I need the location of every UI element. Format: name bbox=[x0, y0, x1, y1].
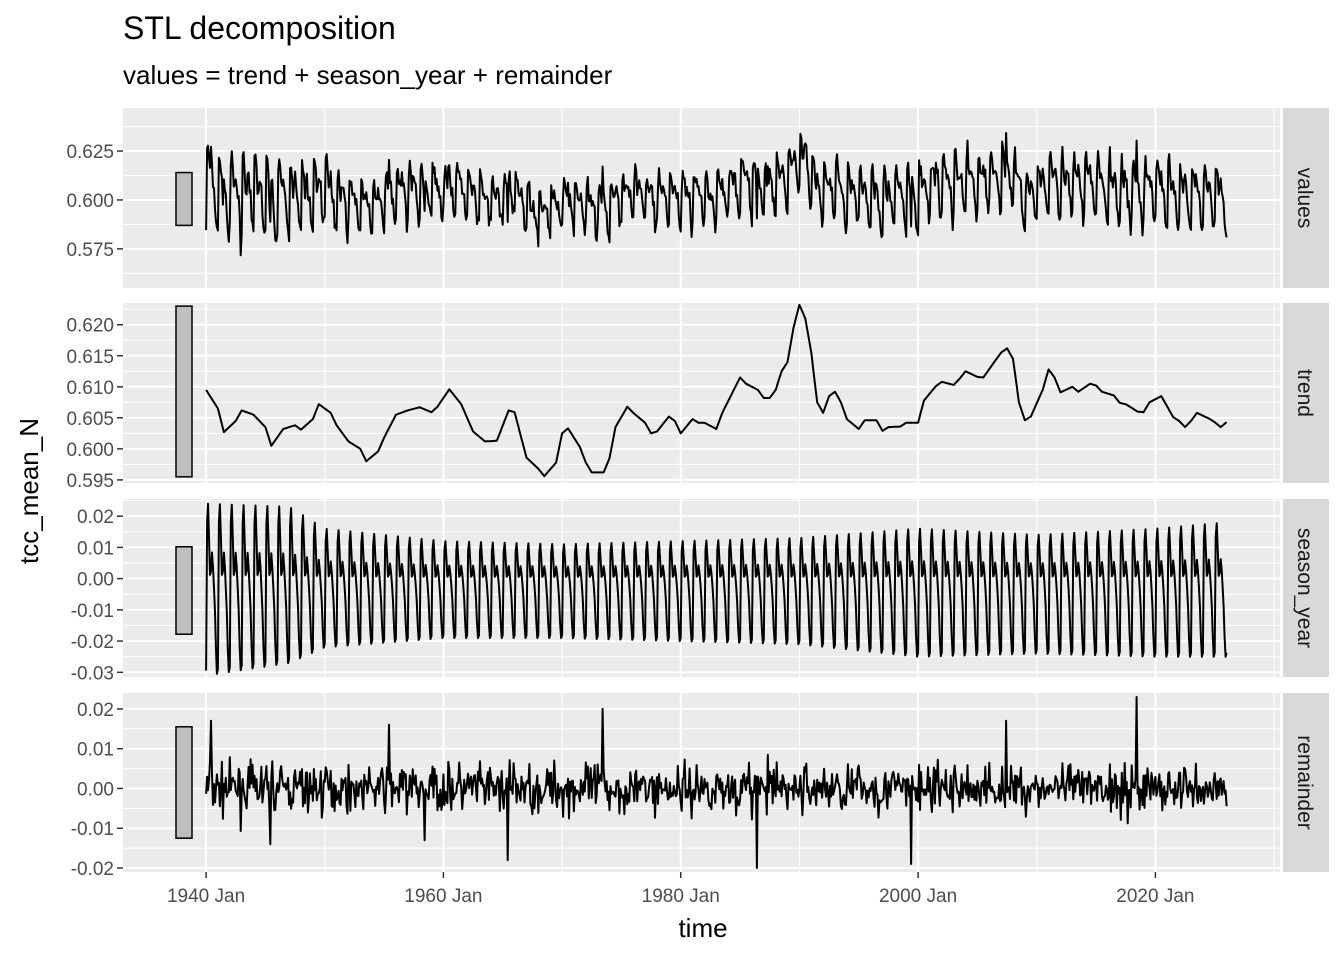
scale-bar bbox=[175, 305, 193, 478]
y-tick-label: 0.605 bbox=[66, 409, 114, 430]
facet-strip-label: remainder bbox=[1293, 735, 1316, 830]
y-tick-label: 0.625 bbox=[66, 142, 114, 163]
y-tick-label: 0.00 bbox=[77, 570, 114, 591]
x-tick-label: 2000 Jan bbox=[879, 886, 957, 907]
chart-subtitle: values = trend + season_year + remainder bbox=[123, 60, 613, 90]
scale-bar bbox=[175, 726, 193, 839]
y-tick-label: 0.01 bbox=[77, 538, 114, 559]
y-tick-label: 0.620 bbox=[66, 316, 114, 337]
chart-title: STL decomposition bbox=[123, 10, 396, 46]
x-tick-label: 2020 Jan bbox=[1116, 886, 1194, 907]
facet-strip bbox=[1283, 693, 1329, 872]
panel-values: 0.575 0.600 0.625 values bbox=[66, 108, 1329, 288]
x-tick-label: 1980 Jan bbox=[642, 886, 720, 907]
x-tick-label: 1960 Jan bbox=[404, 886, 482, 907]
x-axis-label: time bbox=[678, 913, 727, 943]
y-tick-label: 0.615 bbox=[66, 347, 114, 368]
facet-strip bbox=[1283, 108, 1329, 288]
y-tick-label: 0.595 bbox=[66, 471, 114, 492]
y-tick-label: -0.03 bbox=[71, 663, 114, 684]
facet-strip-label: season_year bbox=[1293, 528, 1316, 648]
x-tick-label: 1940 Jan bbox=[167, 886, 245, 907]
panel-trend: 0.595 0.600 0.605 0.610 0.615 0.620 trend bbox=[66, 303, 1329, 492]
scale-bar bbox=[175, 171, 193, 227]
panel-background bbox=[123, 303, 1280, 483]
y-tick-label: 0.600 bbox=[66, 440, 114, 461]
y-tick-label: -0.01 bbox=[71, 819, 114, 840]
y-tick-label: 0.02 bbox=[77, 700, 114, 721]
panel-remainder: -0.02 -0.01 0.00 0.01 0.02 remainder bbox=[71, 693, 1329, 880]
y-tick-label: 0.01 bbox=[77, 740, 114, 761]
series-line bbox=[205, 303, 1228, 478]
y-tick-label: -0.02 bbox=[71, 632, 114, 653]
facet-strip bbox=[1283, 303, 1329, 483]
facet-strip-label: trend bbox=[1293, 369, 1316, 417]
y-tick-label: -0.01 bbox=[71, 601, 114, 622]
series-line bbox=[205, 502, 1228, 675]
series-line bbox=[205, 696, 1228, 869]
y-tick-label: 0.02 bbox=[77, 507, 114, 528]
y-tick-label: 0.575 bbox=[66, 240, 114, 261]
panel-season-year: -0.03 -0.02 -0.01 0.00 0.01 0.02 season_year bbox=[71, 499, 1329, 684]
y-axis-label: tcc_mean_N bbox=[14, 418, 44, 564]
facet-strip bbox=[1283, 499, 1329, 677]
facet-strip-label: values bbox=[1293, 168, 1316, 229]
y-tick-label: 0.600 bbox=[66, 191, 114, 212]
y-tick-label: 0.610 bbox=[66, 378, 114, 399]
series-line bbox=[205, 132, 1228, 257]
scale-bar bbox=[175, 546, 193, 635]
y-tick-label: -0.02 bbox=[71, 859, 114, 880]
y-tick-label: 0.00 bbox=[77, 779, 114, 800]
